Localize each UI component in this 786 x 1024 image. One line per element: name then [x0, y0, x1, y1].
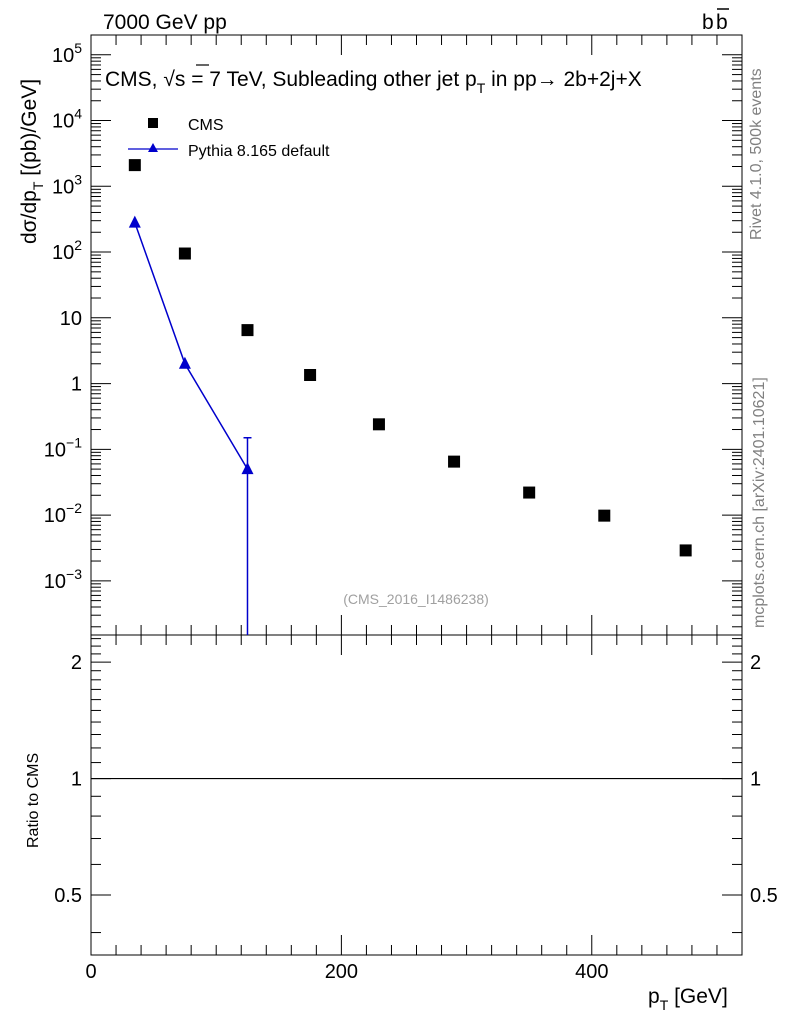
cms-data-point — [523, 486, 536, 499]
x-tick-label: 0 — [85, 961, 96, 983]
y-tick-exp: 5 — [74, 40, 82, 56]
title-s-eq: s = 7 TeV, Subleading other jet p — [175, 68, 477, 91]
mcplots-label: mcplots.cern.ch [arXiv:2401.10621] — [751, 377, 768, 628]
legend-cms-marker — [148, 118, 158, 128]
rivet-label: Rivet 4.1.0, 500k events — [748, 68, 765, 240]
y-tick-exp: −2 — [66, 500, 82, 516]
y-tick-label: 103 — [52, 171, 82, 198]
y-axis-title-unit: [(pb)/GeV] — [18, 79, 41, 182]
legend: CMS Pythia 8.165 default — [128, 117, 330, 160]
y-tick-exp: 3 — [74, 171, 82, 187]
pythia-data-point — [128, 215, 141, 228]
y-tick-base: 10 — [52, 176, 74, 198]
cms-data-point — [241, 324, 254, 337]
y-axis-title-sub: T — [30, 181, 46, 190]
series-layer — [128, 159, 692, 635]
cms-data-point — [448, 455, 461, 468]
y-tick-base: 10 — [52, 45, 74, 67]
y-tick-label: 104 — [52, 106, 82, 133]
ratio-tick-label-right: 0.5 — [750, 885, 778, 907]
ratio-axis-ticks: 0.5 0.5 1 1 2 2 — [54, 638, 778, 934]
y-tick-label: 10−3 — [44, 566, 82, 593]
cms-data-point — [598, 509, 611, 522]
y-tick-base: 10 — [44, 439, 66, 461]
title-sqrt: √ — [163, 68, 175, 91]
header-left: 7000 GeV pp — [103, 11, 227, 34]
legend-pythia-marker — [148, 143, 158, 152]
svg-text:pT [GeV]: pT [GeV] — [648, 985, 728, 1013]
y-tick-base: 10 — [44, 505, 66, 527]
title-final: 2b+2j+X — [558, 68, 642, 91]
title-pre: CMS, — [105, 68, 163, 91]
ratio-tick-label-right: 2 — [750, 652, 761, 674]
pythia-data-point — [178, 356, 191, 369]
y-tick-label: 1 — [71, 374, 82, 396]
y-tick-base: 10 — [52, 111, 74, 133]
header-bbar: b — [716, 11, 728, 34]
analysis-watermark: (CMS_2016_I1486238) — [343, 591, 489, 607]
cms-data-point — [178, 247, 191, 260]
cms-data-point — [372, 418, 385, 431]
ratio-tick-label-left: 1 — [71, 769, 82, 791]
y-tick-base: 10 — [44, 571, 66, 593]
y-axis-title: dσ/dpT [(pb)/GeV] — [18, 79, 46, 244]
header-b: b — [702, 11, 714, 34]
y-tick-exp: 4 — [74, 106, 82, 122]
y-tick-label: 10−2 — [44, 500, 82, 527]
y-tick-exp: −3 — [66, 566, 82, 582]
title-post: in pp — [485, 68, 536, 91]
plot-title: CMS, √s = 7 TeV, Subleading other jet pT… — [105, 64, 642, 96]
ratio-tick-label-left: 0.5 — [54, 885, 82, 907]
cms-data-point — [128, 159, 141, 172]
x-axis-title-unit: [GeV] — [668, 985, 728, 1008]
x-tick-label: 400 — [575, 961, 608, 983]
x-tick-label: 200 — [325, 961, 358, 983]
y-tick-label: 105 — [52, 40, 82, 67]
title-arrow: → — [537, 68, 558, 91]
pythia-line — [134, 222, 249, 470]
x-axis-ticks: 0 200 400 — [85, 35, 743, 983]
legend-cms-label: CMS — [188, 117, 224, 134]
ratio-axis-title: Ratio to CMS — [25, 753, 42, 848]
ratio-tick-label-left: 2 — [71, 652, 82, 674]
title-sub-t: T — [477, 80, 486, 96]
cms-data-point — [679, 544, 692, 557]
ratio-plot-frame — [90, 634, 743, 956]
header-right: b b — [702, 8, 729, 34]
legend-pythia-label: Pythia 8.165 default — [188, 143, 330, 160]
svg-text:CMS, √s = 7 TeV, Subleading ot: CMS, √s = 7 TeV, Subleading other jet pT… — [105, 68, 642, 96]
y-tick-label: 102 — [52, 237, 82, 264]
y-tick-label: 10−1 — [44, 434, 82, 461]
x-axis-title-main: p — [648, 985, 660, 1008]
x-axis-title-sub: T — [660, 997, 669, 1013]
x-axis-title: pT [GeV] — [648, 985, 728, 1013]
y-tick-exp: 2 — [74, 237, 82, 253]
y-axis-title-main: dσ/dp — [18, 190, 41, 244]
svg-text:dσ/dpT [(pb)/GeV]: dσ/dpT [(pb)/GeV] — [18, 79, 46, 244]
y-tick-label: 10 — [60, 308, 82, 330]
cms-data-point — [304, 368, 317, 381]
ratio-tick-label-right: 1 — [750, 769, 761, 791]
y-tick-exp: −1 — [66, 434, 82, 450]
y-tick-base: 10 — [52, 242, 74, 264]
y-tick-base: 10 — [60, 308, 82, 330]
pythia-data-point — [241, 462, 254, 475]
y-tick-base: 1 — [71, 374, 82, 396]
